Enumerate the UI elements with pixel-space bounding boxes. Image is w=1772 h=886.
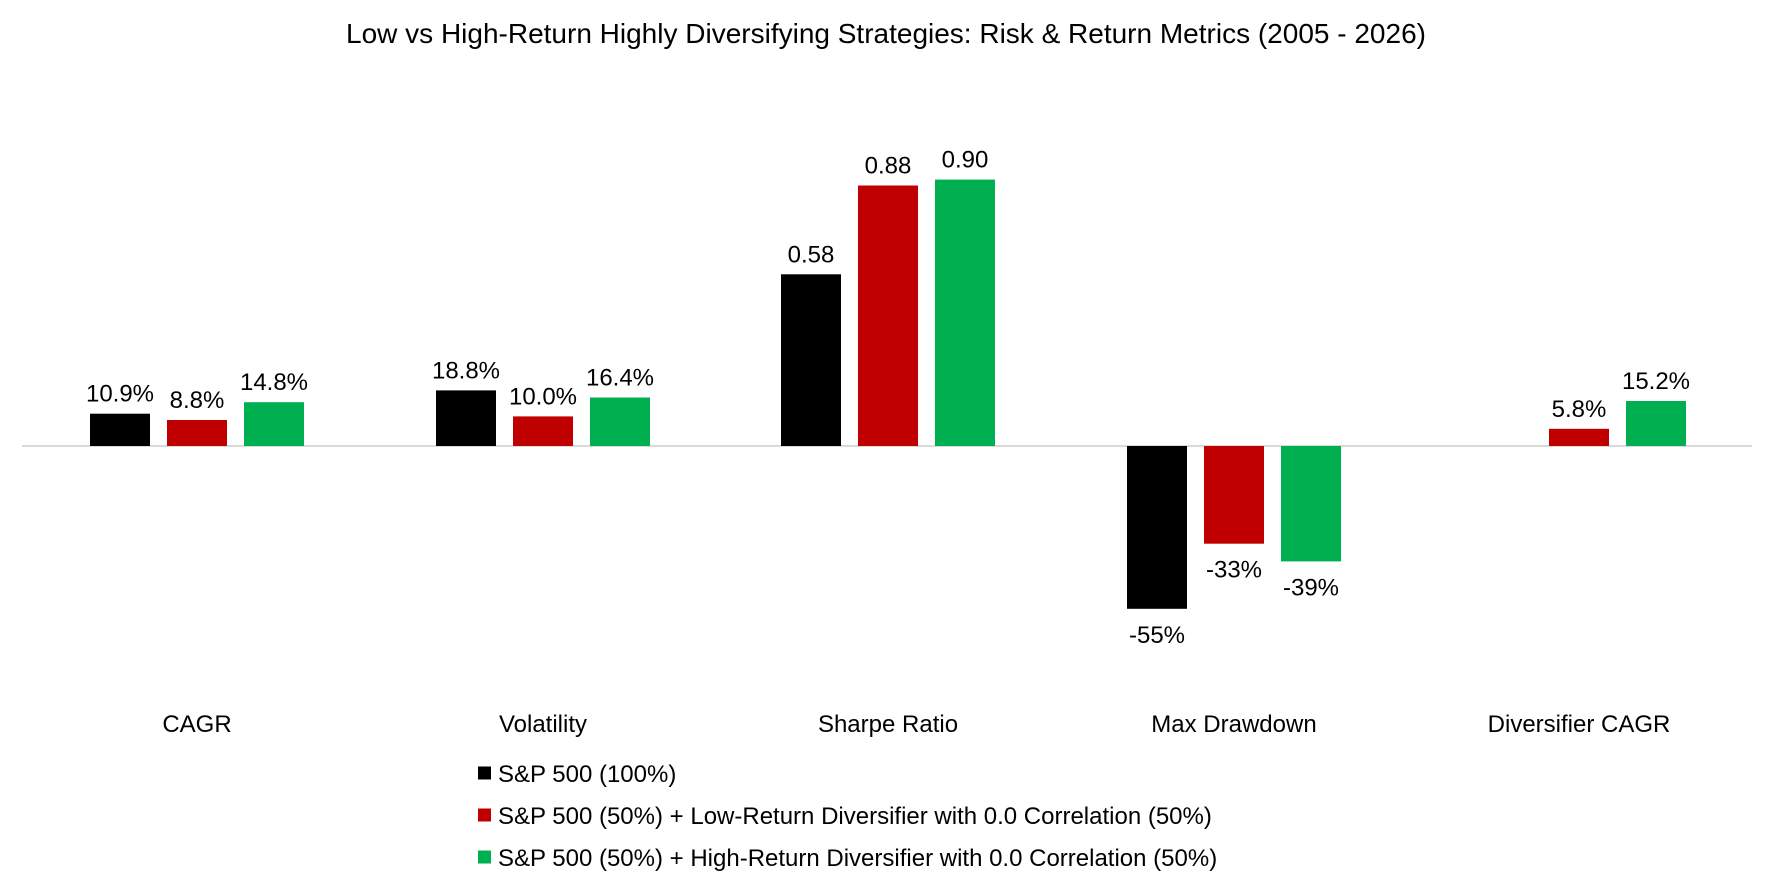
category-label-4: Diversifier CAGR xyxy=(1488,711,1671,738)
data-label-s0-c2: 0.58 xyxy=(788,241,835,268)
category-label-0: CAGR xyxy=(162,711,231,738)
legend-swatch-0 xyxy=(478,766,491,780)
data-label-s1-c3: -33% xyxy=(1206,557,1262,584)
legend-label-1: S&P 500 (50%) + Low-Return Diversifier w… xyxy=(498,803,1212,830)
data-label-s0-c0: 10.9% xyxy=(86,381,154,408)
data-label-s1-c0: 8.8% xyxy=(170,387,225,414)
category-label-1: Volatility xyxy=(499,711,587,738)
bar-s0-c3 xyxy=(1127,446,1187,609)
bar-s2-c0 xyxy=(244,402,304,446)
category-label-2: Sharpe Ratio xyxy=(818,711,958,738)
legend-swatch-1 xyxy=(478,808,491,822)
data-label-s0-c3: -55% xyxy=(1129,622,1185,649)
data-label-s2-c0: 14.8% xyxy=(240,369,308,396)
data-label-s2-c3: -39% xyxy=(1283,574,1339,601)
legend: S&P 500 (100%) S&P 500 (50%) + Low-Return… xyxy=(478,761,1217,872)
data-label-s1-c1: 10.0% xyxy=(509,383,577,410)
bar-s2-c1 xyxy=(590,397,650,446)
legend-label-0: S&P 500 (100%) xyxy=(498,761,676,788)
data-label-s0-c1: 18.8% xyxy=(432,357,500,384)
data-label-s2-c2: 0.90 xyxy=(942,147,989,174)
bar-s1-c3 xyxy=(1204,446,1264,544)
bar-s0-c2 xyxy=(781,274,841,446)
bar-s2-c2 xyxy=(935,179,995,446)
bar-s1-c4 xyxy=(1549,428,1609,446)
data-label-s1-c4: 5.8% xyxy=(1552,396,1607,423)
legend-label-2: S&P 500 (50%) + High-Return Diversifier … xyxy=(498,845,1217,872)
bar-s1-c2 xyxy=(858,185,918,446)
legend-swatch-2 xyxy=(478,850,491,864)
bar-s1-c0 xyxy=(167,420,227,446)
bar-s0-c0 xyxy=(90,413,150,446)
bars-layer xyxy=(90,179,1686,609)
category-label-3: Max Drawdown xyxy=(1151,711,1316,738)
data-label-s2-c4: 15.2% xyxy=(1622,368,1690,395)
bar-s0-c1 xyxy=(436,390,496,446)
data-label-s2-c1: 16.4% xyxy=(586,365,654,392)
bar-s2-c4 xyxy=(1626,401,1686,446)
category-labels-layer: CAGR Volatility Sharpe Ratio Max Drawdown Di… xyxy=(162,711,1670,738)
data-label-s1-c2: 0.88 xyxy=(865,153,912,180)
bar-s1-c1 xyxy=(513,416,573,446)
data-labels-layer: 10.9% 8.8% 14.8% 18.8% 10.0% 16.4% 0.58 0.88 0.9… xyxy=(86,147,1690,649)
chart-title: Low vs High-Return Highly Diversifying S… xyxy=(346,18,1426,49)
bar-s2-c3 xyxy=(1281,446,1341,562)
